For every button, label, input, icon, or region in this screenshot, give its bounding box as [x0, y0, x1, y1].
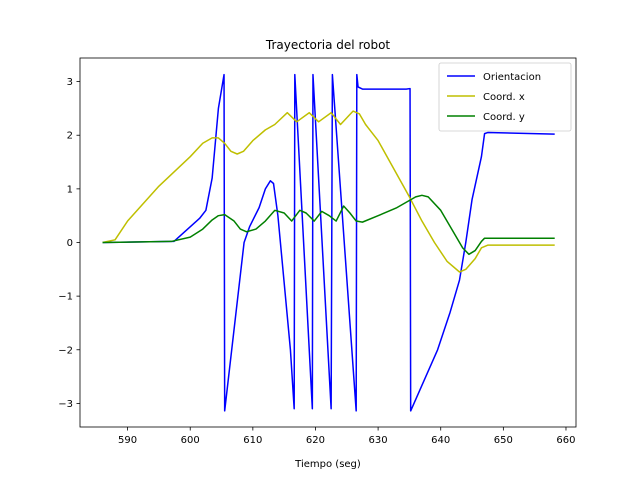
x-tick-label: 630: [369, 435, 388, 446]
y-tick-label: 2: [67, 131, 73, 142]
x-tick-label: 620: [306, 435, 325, 446]
y-axis: −3 −2 −1 0 1 2 3: [58, 77, 80, 410]
series-line-coord-x: [102, 110, 555, 273]
x-tick-label: 640: [431, 435, 450, 446]
legend: Orientacion Coord. x Coord. y: [438, 62, 572, 132]
x-axis: 590 600 610 620 630 640 650 660: [118, 427, 576, 446]
x-axis-label: Tiempo (seg): [294, 459, 361, 470]
y-tick-label: −2: [58, 345, 73, 356]
x-tick-label: 650: [494, 435, 513, 446]
chart-title: Trayectoria del robot: [265, 38, 391, 52]
y-tick-label: 3: [67, 77, 73, 88]
legend-label: Coord. y: [483, 112, 525, 123]
y-tick-label: 0: [67, 238, 73, 249]
x-tick-label: 610: [243, 435, 262, 446]
y-tick-label: 1: [67, 184, 73, 195]
series-layer: [102, 73, 555, 412]
x-tick-label: 660: [556, 435, 575, 446]
x-tick-label: 590: [118, 435, 137, 446]
y-tick-label: −3: [58, 399, 73, 410]
legend-label: Orientacion: [483, 72, 541, 83]
series-line-coord-y: [102, 194, 555, 256]
x-tick-label: 600: [181, 435, 200, 446]
legend-label: Coord. x: [483, 92, 525, 103]
y-tick-label: −1: [58, 292, 73, 303]
series-line-orientacion: [102, 73, 555, 412]
legend-box: [438, 62, 572, 132]
